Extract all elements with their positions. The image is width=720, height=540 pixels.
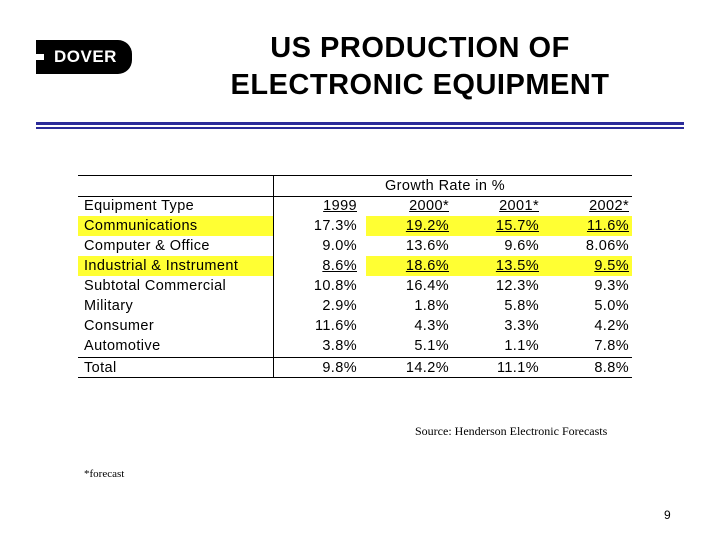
row-value: 3.3%: [504, 318, 539, 334]
row-value: 4.3%: [414, 318, 449, 334]
forecast-footnote: *forecast: [84, 468, 125, 480]
row-value: 9.5%: [594, 258, 629, 274]
year-header-2002: 2002*: [589, 198, 629, 214]
logo-text: DOVER: [54, 47, 117, 66]
row-label: Industrial & Instrument: [84, 258, 239, 274]
row-label: Automotive: [84, 338, 161, 354]
row-value: 5.1%: [414, 338, 449, 354]
total-row-value: 11.1%: [496, 360, 539, 376]
page-number: 9: [664, 508, 671, 522]
row-value: 8.6%: [322, 258, 357, 274]
source-note: Source: Henderson Electronic Forecasts: [415, 424, 608, 438]
table-top-line: [78, 175, 632, 176]
column-header-equipment-type: Equipment Type: [84, 198, 195, 214]
row-value: 11.6%: [586, 218, 629, 234]
table-bottom-line: [78, 377, 632, 378]
slide-title-line1: US PRODUCTION OF: [270, 32, 570, 64]
year-header-2001: 2001*: [499, 198, 539, 214]
group-header: Growth Rate in %: [385, 178, 506, 194]
row-value: 9.6%: [504, 238, 539, 254]
dover-logo: DOVER: [36, 40, 132, 74]
row-label: Communications: [84, 218, 198, 234]
label-column-divider: [273, 175, 274, 378]
total-row-value: 9.8%: [322, 360, 357, 376]
highlight-communications-label: [78, 216, 273, 236]
row-value: 1.1%: [504, 338, 539, 354]
total-divider-line: [78, 357, 632, 358]
highlight-industrial-values: [366, 256, 632, 276]
row-value: 5.0%: [594, 298, 629, 314]
row-value: 1.8%: [414, 298, 449, 314]
row-value: 18.6%: [405, 258, 449, 274]
row-label: Computer & Office: [84, 238, 210, 254]
total-row-value: 8.8%: [594, 360, 629, 376]
row-value: 4.2%: [594, 318, 629, 334]
row-value: 13.6%: [405, 238, 449, 254]
row-value: 5.8%: [504, 298, 539, 314]
slide-title-line2: ELECTRONIC EQUIPMENT: [230, 69, 610, 101]
row-label: Subtotal Commercial: [84, 278, 227, 294]
row-value: 9.0%: [322, 238, 357, 254]
row-label: Consumer: [84, 318, 155, 334]
row-value: 8.06%: [585, 238, 629, 254]
row-value: 12.3%: [495, 278, 539, 294]
highlight-communications-values: [366, 216, 632, 236]
row-value: 19.2%: [405, 218, 449, 234]
row-value: 16.4%: [405, 278, 449, 294]
row-value: 11.6%: [314, 318, 357, 334]
year-header-2000: 2000*: [409, 198, 449, 214]
total-row-value: 14.2%: [405, 360, 449, 376]
row-value: 9.3%: [594, 278, 629, 294]
header-rule-top: [36, 122, 684, 125]
row-value: 15.7%: [495, 218, 539, 234]
header-rule-bottom: [36, 127, 684, 129]
highlight-industrial-label: [78, 256, 273, 276]
row-value: 3.8%: [322, 338, 357, 354]
row-value: 2.9%: [322, 298, 357, 314]
year-header-1999: 1999: [323, 198, 357, 214]
row-value: 13.5%: [495, 258, 539, 274]
row-value: 17.3%: [313, 218, 357, 234]
header-divider-line: [78, 196, 632, 197]
row-label: Military: [84, 298, 134, 314]
row-value: 10.8%: [313, 278, 357, 294]
row-value: 7.8%: [594, 338, 629, 354]
total-row-label: Total: [84, 360, 117, 376]
